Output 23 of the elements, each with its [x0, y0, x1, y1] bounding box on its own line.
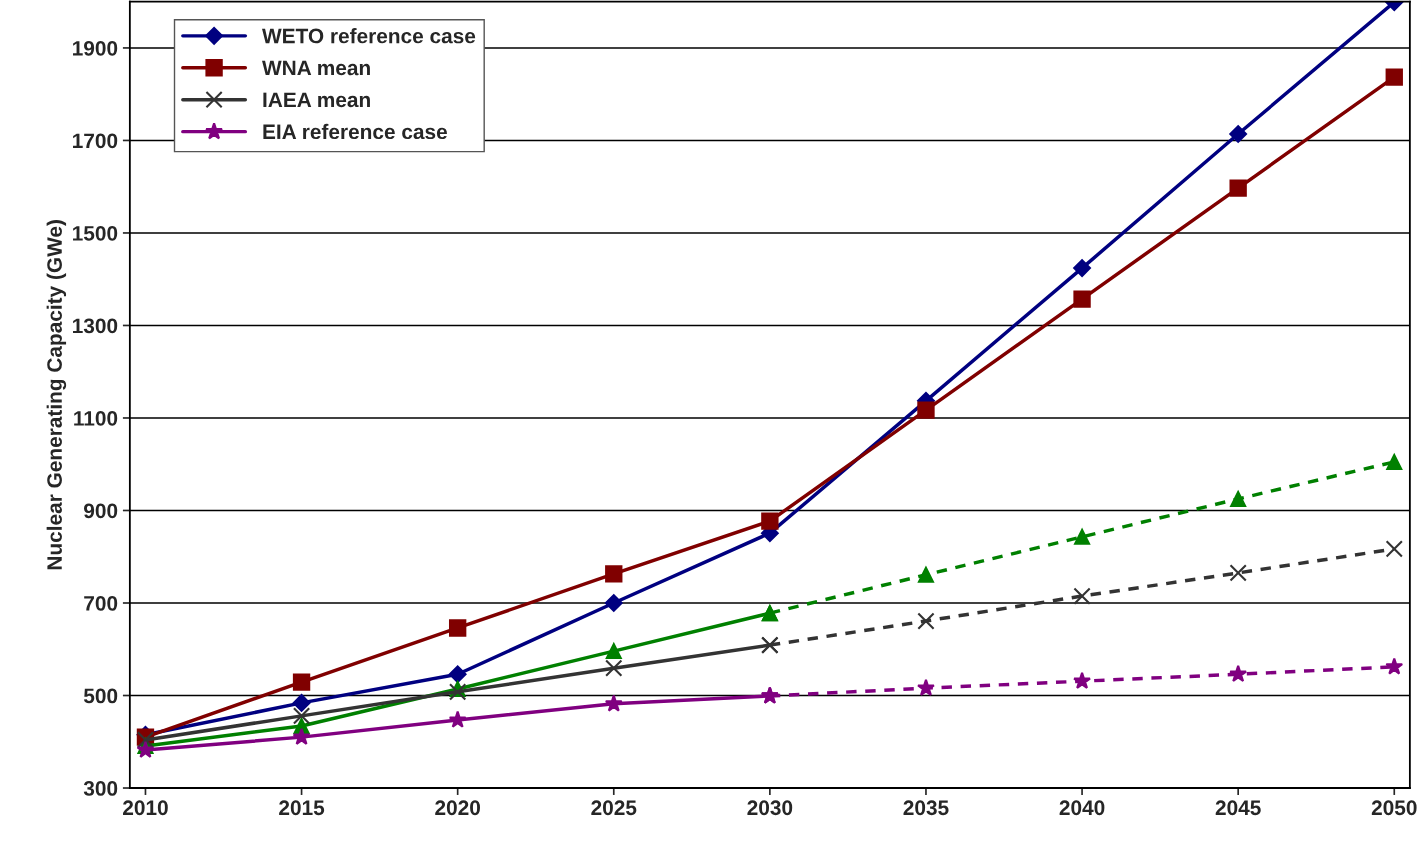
x-tick-label: 2010: [123, 800, 168, 816]
x-tick-label: 2025: [591, 800, 637, 816]
y-tick-label: 1700: [73, 133, 118, 149]
y-axis-title: Nuclear Generating Capacity (GWe): [46, 220, 67, 570]
x-tick-label: 2030: [747, 800, 793, 816]
legend-label: WNA mean: [262, 60, 370, 76]
x-tick-label: 2015: [279, 800, 325, 816]
y-tick-label: 1300: [73, 318, 118, 334]
y-tick-label: 500: [83, 688, 118, 704]
y-tick-label: 700: [84, 596, 118, 611]
y-tick-label: 900: [84, 503, 118, 519]
legend-label: IAEA mean: [263, 92, 370, 108]
legend-label: WETO reference case: [262, 28, 476, 44]
x-tick-label: 2035: [903, 800, 949, 816]
x-tick-label: 2040: [1059, 800, 1105, 816]
y-tick-label: 1100: [74, 410, 118, 426]
y-tick-label: 1500: [73, 225, 118, 241]
y-tick-label: 300: [83, 781, 118, 796]
x-tick-label: 2020: [435, 800, 480, 816]
x-tick-label: 2045: [1215, 800, 1261, 816]
y-tick-label: 1900: [73, 40, 118, 56]
x-tick-label: 2050: [1371, 800, 1417, 816]
legend-label: EIA reference case: [263, 123, 447, 140]
